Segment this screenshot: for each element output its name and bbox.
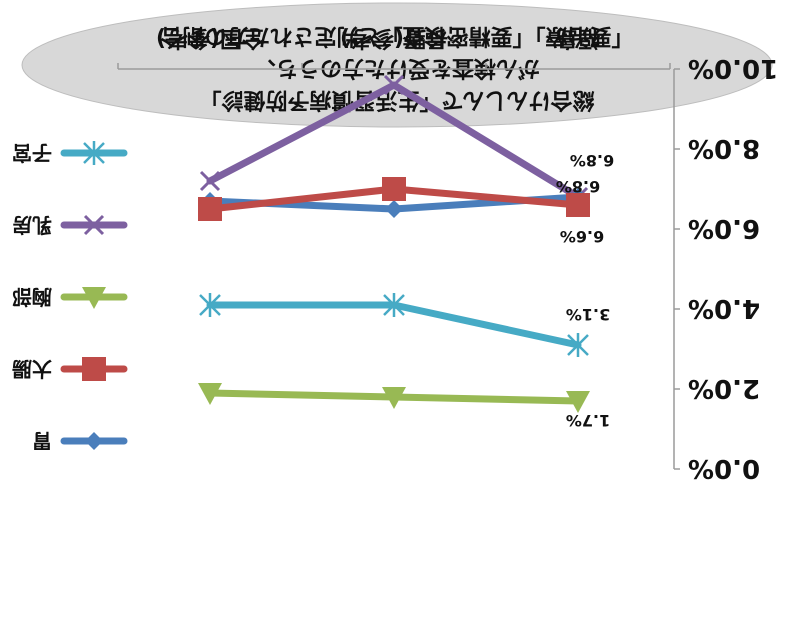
data-label: 1.7% [566,411,610,430]
data-point [385,200,403,218]
data-point [82,357,106,381]
series-layer [198,74,590,413]
legend-label: 子宮 [12,141,52,165]
data-labels-layer: 1.7% 3.1% 6.6% 6.8% 6.8% [556,151,614,430]
title-line-1: 総合けんしんで「生活習慣病予防健診」 [200,87,595,113]
marker-stroke [383,74,405,96]
title-line-3: 「要治療」「要精密検査」と判定された方の割合 [160,23,634,49]
legend: 胃 大腸 胸部 乳房 子宮 [12,141,128,453]
y-tick-label: 2.0% [688,373,760,403]
x-category-label: 全国(参考) [156,25,265,51]
series-2 [198,177,590,221]
data-point [383,293,405,317]
legend-label: 大腸 [12,357,52,381]
legend-item-5: 子宮 [12,141,128,165]
data-point [83,214,105,236]
data-point [198,383,222,405]
data-label: 3.1% [566,305,610,324]
legend-item-1: 胃 [32,429,128,453]
y-tick-label: 8.0% [688,133,760,163]
legend-label: 乳房 [12,213,52,237]
data-point [566,391,590,413]
y-tick-label: 6.0% [688,213,760,243]
data-label: 6.8% [556,177,600,196]
data-point [85,432,103,450]
legend-item-3: 胸部 [12,285,128,309]
data-point [199,170,221,192]
data-point [383,74,405,96]
data-point [82,287,106,309]
data-point [566,193,590,217]
data-label: 6.8% [570,151,614,170]
legend-label: 胸部 [12,285,52,309]
x-category-label: 長野(参考) [340,25,448,51]
data-point [382,177,406,201]
data-point [567,333,589,357]
y-tick-label: 4.0% [688,293,760,323]
title-banner: 総合けんしんで「生活習慣病予防健診」 がん検査を受けた方のうち、 「要治療」「要… [21,2,773,128]
title-line-2: がん検査を受けた方のうち、 [254,55,540,81]
data-point [199,293,221,317]
data-point [382,387,406,409]
axes: 0.0% 2.0% 4.0% 6.0% 8.0% 10.0% 福島 長野(参考) 全国(参考) [117,25,778,483]
x-category-label: 福島 [556,25,601,51]
data-label: 6.6% [560,227,604,246]
marker-stroke [199,170,221,192]
marker-stroke [83,214,105,236]
legend-item-2: 大腸 [12,357,128,381]
y-tick-label: 0.0% [688,453,760,483]
legend-item-4: 乳房 [12,213,128,237]
series-5 [199,293,589,357]
legend-label: 胃 [32,429,52,453]
series-3 [198,383,590,413]
data-point [83,141,105,165]
data-point [198,197,222,221]
title-banner-ellipse [21,2,773,128]
y-tick-label: 10.0% [688,53,778,83]
